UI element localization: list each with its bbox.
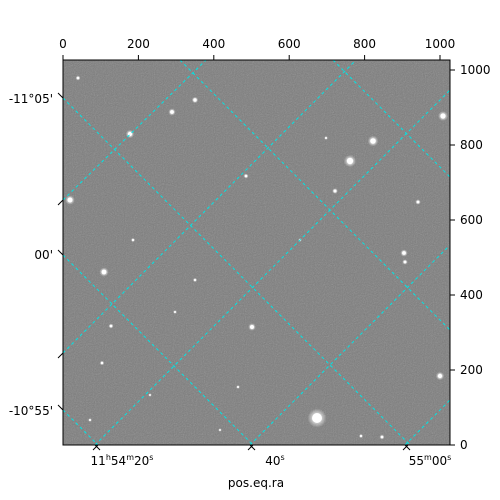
bottom-tick [402, 444, 409, 451]
bottom-tick-labels: 11h54m20s 40s 55m00s [91, 453, 452, 468]
sky-noise [63, 60, 450, 445]
star [193, 278, 197, 282]
left-tick [57, 249, 64, 256]
star [89, 419, 91, 421]
star [100, 361, 104, 365]
bottom-tick-label: 11h54m20s [91, 453, 154, 468]
bottom-axis-ticks [92, 444, 411, 451]
star [416, 200, 420, 204]
right-tick-label: 1000 [460, 63, 491, 77]
star [170, 110, 174, 114]
star [174, 311, 176, 313]
bottom-tick [249, 444, 256, 451]
right-tick-label: 800 [460, 138, 483, 152]
star [193, 98, 197, 102]
grid-line-dec [63, 254, 254, 445]
bottom-tick-label: 55m00s [409, 453, 452, 468]
right-axis [450, 69, 455, 446]
grid-line-dec [63, 97, 411, 445]
left-axis-ticks [57, 92, 64, 411]
bottom-tick [94, 444, 101, 451]
star [237, 386, 239, 388]
bottom-axis-title: pos.eq.ra [228, 476, 284, 490]
left-tick [57, 199, 64, 206]
top-tick-label: 1000 [425, 37, 456, 51]
left-tick [57, 92, 64, 99]
left-tick-label: 00' [34, 248, 53, 262]
star [101, 269, 107, 275]
grid-line-ra [404, 399, 450, 445]
bottom-tick-label: 40s [265, 453, 284, 468]
coordinate-grid [63, 60, 450, 445]
left-tick-label: -10°55' [9, 404, 53, 418]
star [67, 197, 73, 203]
top-axis [62, 55, 441, 60]
star [76, 76, 80, 80]
right-tick-labels: 0 200 400 600 800 1000 [460, 63, 491, 452]
left-tick-labels: -11°05' 00' -10°55' [9, 92, 53, 418]
top-tick-label: 400 [202, 37, 225, 51]
star [312, 413, 322, 423]
star [403, 260, 407, 264]
bottom-tick [404, 444, 411, 451]
star [250, 325, 254, 329]
star [440, 113, 446, 119]
right-tick-label: 400 [460, 288, 483, 302]
top-tick-label: 0 [59, 37, 67, 51]
star [333, 189, 337, 193]
star-field [65, 75, 448, 440]
top-tick-label: 200 [127, 37, 150, 51]
star [219, 429, 221, 431]
sky-image [63, 60, 450, 445]
star [437, 373, 443, 379]
left-tick [57, 404, 64, 411]
grid-line-ra [249, 244, 450, 445]
left-tick-label: -11°05' [9, 92, 53, 106]
star [149, 394, 151, 396]
right-tick-label: 200 [460, 363, 483, 377]
right-tick-label: 600 [460, 213, 483, 227]
bottom-tick [247, 444, 254, 451]
plot-frame [62, 59, 451, 446]
star [380, 435, 384, 439]
star [346, 157, 354, 165]
star [325, 137, 327, 139]
grid-line-dec [179, 60, 450, 331]
star [370, 138, 376, 144]
left-tick [57, 352, 64, 359]
top-tick-label: 600 [278, 37, 301, 51]
star [244, 174, 248, 178]
star [359, 434, 363, 438]
right-tick-label: 0 [460, 438, 468, 452]
top-tick-label: 800 [353, 37, 376, 51]
bottom-tick [92, 444, 99, 451]
star [402, 251, 406, 255]
grid-line-dec [63, 409, 99, 445]
top-tick-labels: 0 200 400 600 800 1000 [59, 37, 455, 51]
star [109, 324, 113, 328]
star [131, 238, 135, 242]
